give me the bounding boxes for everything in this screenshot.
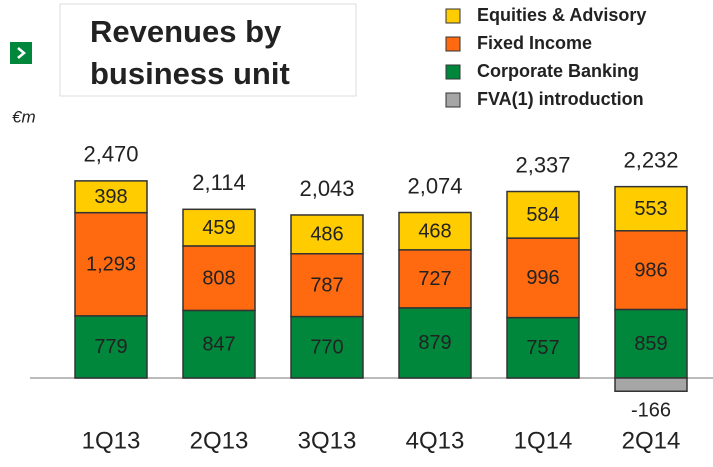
data-label: 398 <box>94 186 127 208</box>
bar-segment <box>398 307 472 379</box>
bar-segment <box>614 230 688 311</box>
bar-segment <box>614 377 688 392</box>
data-label: 553 <box>634 198 667 220</box>
x-tick-label: 1Q13 <box>82 427 141 454</box>
data-label: 808 <box>202 267 235 289</box>
bar-segment <box>398 211 472 251</box>
chart-title: Revenues by <box>90 14 282 49</box>
legend-label: FVA(1) introduction <box>477 89 644 109</box>
nav-button[interactable] <box>10 42 32 64</box>
data-label: 879 <box>418 332 451 354</box>
data-label: 787 <box>310 274 343 296</box>
bar-segment <box>398 249 472 309</box>
bar-segment <box>614 185 688 232</box>
legend-swatch <box>445 36 461 52</box>
total-label: 2,043 <box>299 176 354 201</box>
bar-segment <box>182 245 256 312</box>
data-label: 1,293 <box>86 254 136 276</box>
bar-segment <box>506 237 580 319</box>
data-label: -166 <box>631 400 671 422</box>
total-label: 2,232 <box>623 147 678 172</box>
data-label: 996 <box>526 267 559 289</box>
legend-label: Corporate Banking <box>477 61 639 81</box>
total-label: 2,114 <box>192 170 245 195</box>
bar-segment <box>182 309 256 379</box>
x-tick-label: 2Q14 <box>622 427 681 454</box>
data-label: 757 <box>526 337 559 359</box>
legend-swatch <box>445 8 461 24</box>
bar-segment <box>182 208 256 247</box>
x-tick-label: 3Q13 <box>298 427 357 454</box>
unit-label: €m <box>12 107 36 126</box>
data-label: 486 <box>310 224 343 246</box>
bar-segment <box>74 180 148 214</box>
data-label: 779 <box>94 336 127 358</box>
data-label: 770 <box>310 337 343 359</box>
bar-segment <box>290 253 364 318</box>
data-label: 459 <box>202 217 235 239</box>
title-box <box>59 3 357 97</box>
total-label: 2,074 <box>407 173 462 198</box>
data-label: 859 <box>634 333 667 355</box>
bar-segment <box>506 190 580 239</box>
x-tick-label: 1Q14 <box>514 427 573 454</box>
data-label: 986 <box>634 259 667 281</box>
legend-label: Fixed Income <box>477 33 592 53</box>
bar-segment <box>290 315 364 379</box>
total-label: 2,470 <box>83 142 138 167</box>
data-label: 584 <box>526 204 559 226</box>
bar-segment <box>506 316 580 379</box>
chart-title: business unit <box>90 56 290 91</box>
legend-label: Equities & Advisory <box>477 5 646 25</box>
x-tick-label: 4Q13 <box>406 427 465 454</box>
bar-segment <box>74 211 148 317</box>
bar-segment <box>290 214 364 255</box>
bar-segment <box>614 308 688 379</box>
total-label: 2,337 <box>515 152 570 177</box>
legend-swatch <box>445 64 461 80</box>
x-tick-label: 2Q13 <box>190 427 249 454</box>
legend-swatch <box>445 92 461 108</box>
nav-arrow <box>17 47 26 59</box>
data-label: 847 <box>202 333 235 355</box>
data-label: 727 <box>418 268 451 290</box>
data-label: 468 <box>418 220 451 242</box>
